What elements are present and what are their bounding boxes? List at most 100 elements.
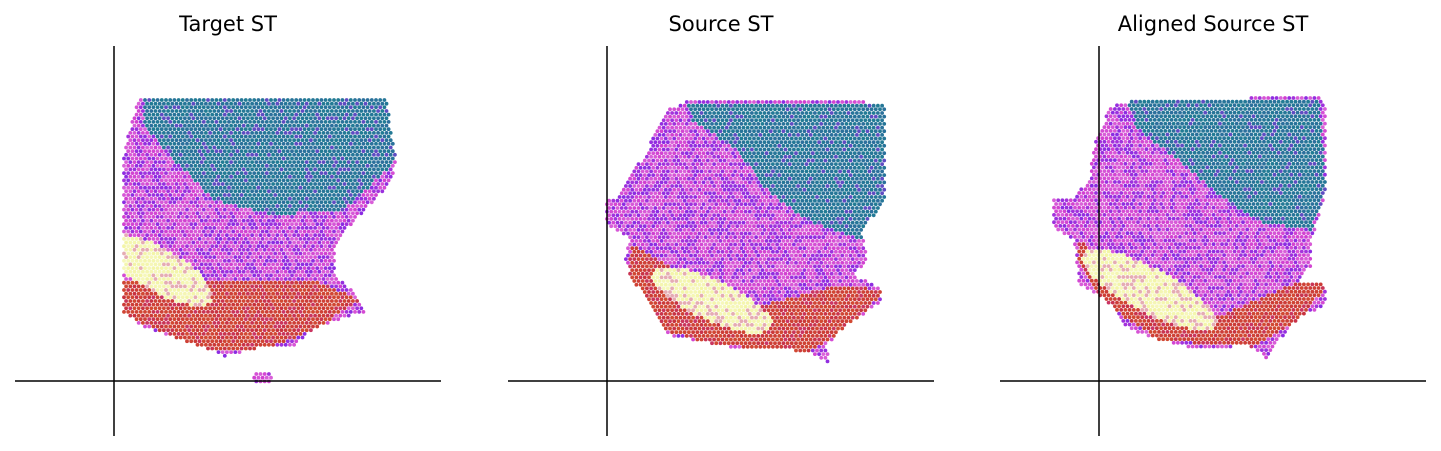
scatter-point — [676, 151, 681, 156]
scatter-point — [741, 140, 746, 145]
scatter-point — [262, 240, 267, 245]
scatter-point — [773, 100, 777, 104]
scatter-point — [174, 335, 179, 340]
scatter-point — [739, 114, 744, 119]
scatter-point — [231, 127, 236, 132]
scatter-point — [124, 160, 128, 165]
scatter-point — [819, 136, 824, 141]
scatter-point — [355, 196, 359, 201]
scatter-point — [159, 112, 164, 117]
scatter-point — [834, 140, 838, 145]
scatter-point — [136, 291, 141, 296]
scatter-point — [237, 328, 242, 333]
scatter-point — [330, 277, 334, 281]
scatter-point — [218, 207, 223, 212]
scatter-point — [294, 339, 299, 344]
scatter-point — [130, 134, 135, 139]
scatter-point — [151, 237, 156, 241]
scatter-point — [176, 134, 181, 139]
scatter-point — [254, 291, 259, 296]
scatter-point — [267, 196, 271, 201]
scatter-point — [258, 321, 263, 325]
scatter-point — [871, 133, 876, 137]
scatter-point — [250, 160, 255, 165]
scatter-point — [229, 350, 234, 354]
scatter-point — [159, 171, 164, 176]
scatter-point — [668, 114, 672, 119]
scatter-point — [810, 158, 815, 163]
scatter-point — [243, 127, 248, 132]
scatter-point — [374, 149, 378, 154]
scatter-point — [199, 189, 204, 194]
scatter-point — [855, 133, 859, 137]
scatter-point — [292, 131, 296, 135]
scatter-point — [292, 269, 296, 274]
scatter-point — [216, 240, 221, 245]
scatter-point — [271, 131, 275, 135]
scatter-point — [246, 321, 250, 325]
scatter-point — [273, 200, 278, 205]
scatter-point — [227, 302, 231, 307]
scatter-point — [222, 127, 227, 132]
scatter-point — [330, 196, 334, 201]
scatter-point — [235, 332, 240, 336]
scatter-point — [359, 123, 364, 128]
scatter-point — [132, 211, 137, 216]
scatter-point — [283, 247, 288, 252]
scatter-point — [296, 226, 301, 230]
scatter-point — [246, 299, 250, 303]
scatter-point — [233, 101, 238, 106]
scatter-point — [306, 288, 311, 292]
scatter-point — [693, 122, 698, 126]
scatter-point — [122, 302, 126, 307]
scatter-point — [227, 171, 231, 176]
scatter-point — [292, 335, 296, 340]
scatter-point — [745, 140, 750, 145]
scatter-point — [269, 258, 273, 263]
scatter-point — [164, 156, 168, 161]
scatter-point — [663, 158, 668, 163]
scatter-point — [754, 154, 758, 159]
scatter-point — [668, 158, 672, 163]
scatter-point — [355, 138, 359, 143]
scatter-point — [288, 138, 292, 143]
scatter-point — [382, 163, 387, 168]
scatter-point — [277, 105, 282, 110]
scatter-point — [241, 182, 246, 186]
scatter-point — [687, 169, 691, 174]
scatter-point — [819, 151, 824, 156]
scatter-point — [166, 101, 171, 106]
scatter-point — [752, 143, 756, 148]
scatter-point — [668, 143, 672, 148]
scatter-point — [361, 112, 366, 117]
scatter-point — [882, 143, 887, 148]
scatter-point — [275, 342, 280, 347]
scatter-point — [741, 103, 746, 108]
scatter-point — [285, 134, 290, 139]
scatter-point — [201, 310, 206, 314]
scatter-point — [254, 182, 259, 186]
scatter-point — [151, 302, 156, 307]
scatter-point — [212, 262, 217, 267]
scatter-point — [290, 112, 294, 117]
scatter-point — [252, 310, 257, 314]
scatter-point — [191, 299, 196, 303]
scatter-point — [201, 200, 206, 205]
scatter-point — [737, 162, 742, 167]
scatter-point — [750, 103, 754, 108]
scatter-point — [315, 273, 320, 278]
scatter-point — [273, 244, 278, 249]
scatter-point — [124, 211, 128, 216]
scatter-point — [319, 178, 324, 183]
scatter-point — [147, 258, 152, 263]
scatter-point — [281, 98, 286, 102]
scatter-point — [195, 321, 200, 325]
scatter-point — [197, 339, 202, 344]
scatter-point — [332, 178, 336, 183]
scatter-point — [327, 295, 332, 300]
scatter-point — [674, 147, 679, 152]
scatter-point — [319, 244, 324, 249]
scatter-point — [340, 295, 345, 300]
scatter-point — [281, 120, 286, 124]
scatter-point — [334, 218, 338, 223]
